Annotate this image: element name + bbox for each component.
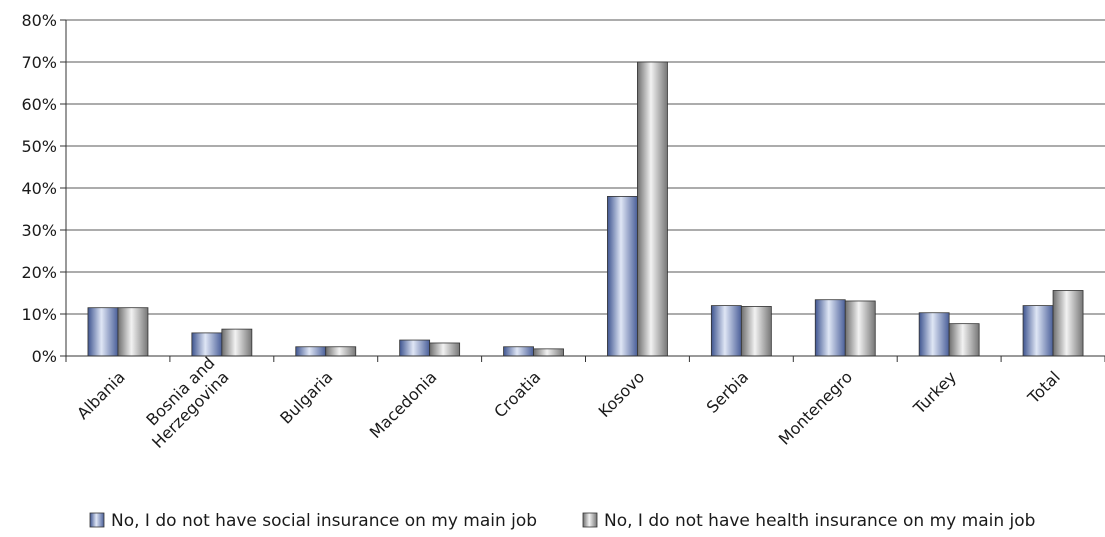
bar-series-2	[637, 61, 668, 357]
x-tick-label: Serbia	[703, 367, 752, 416]
bar-series-2	[221, 328, 253, 357]
bars	[87, 61, 1084, 357]
bar-series-2	[325, 346, 357, 357]
y-tick-label: 0%	[32, 347, 57, 366]
y-tick-label: 20%	[21, 263, 57, 282]
legend-swatch	[582, 512, 598, 528]
bar-series-2	[533, 348, 564, 357]
x-tick-label: Albania	[73, 367, 129, 423]
bar-series-1	[503, 346, 534, 357]
x-tick-label: Bulgaria	[276, 367, 336, 427]
y-axis: 0% 10% 20% 30% 40% 50% 60% 70% 80%	[21, 11, 67, 366]
bar-series-2	[844, 300, 876, 357]
x-tick-label: Macedonia	[366, 367, 441, 442]
bar-series-2	[429, 342, 461, 357]
bar-series-2	[948, 323, 980, 357]
x-tick-label: Montenegro	[775, 367, 856, 448]
x-tick-label: Croatia	[490, 367, 544, 421]
y-tick-label: 30%	[21, 221, 57, 240]
x-axis: Albania Bosnia andHerzegovina Bulgaria Mace…	[65, 353, 1105, 452]
bar-series-2	[740, 306, 772, 357]
bar-series-2	[117, 307, 149, 357]
legend: No, I do not have social insurance on my…	[89, 511, 1035, 531]
y-tick-label: 40%	[21, 179, 57, 198]
y-tick-label: 10%	[21, 305, 57, 324]
legend-label: No, I do not have social insurance on my…	[111, 511, 537, 531]
bar-series-1	[814, 299, 846, 357]
bar-series-2	[1052, 290, 1084, 357]
y-tick-label: 50%	[21, 137, 57, 156]
y-tick-label: 60%	[21, 95, 57, 114]
x-tick-label: Turkey	[909, 367, 960, 418]
x-tick-label: Bosnia andHerzegovina	[134, 353, 233, 452]
y-tick-label: 70%	[21, 53, 57, 72]
x-tick-label: Total	[1023, 367, 1064, 408]
gridlines	[66, 19, 1105, 357]
bar-series-1	[710, 305, 742, 357]
bar-series-1	[191, 332, 223, 357]
bar-series-1	[1022, 305, 1054, 357]
bar-series-1	[399, 339, 431, 357]
bar-series-1	[607, 195, 638, 357]
bar-series-1	[918, 312, 950, 357]
x-tick-label: Kosovo	[595, 367, 649, 421]
bar-series-1	[87, 307, 119, 357]
y-tick-label: 80%	[21, 11, 57, 30]
legend-label: No, I do not have health insurance on my…	[604, 511, 1035, 531]
bar-series-1	[295, 346, 327, 357]
legend-swatch	[89, 512, 105, 528]
